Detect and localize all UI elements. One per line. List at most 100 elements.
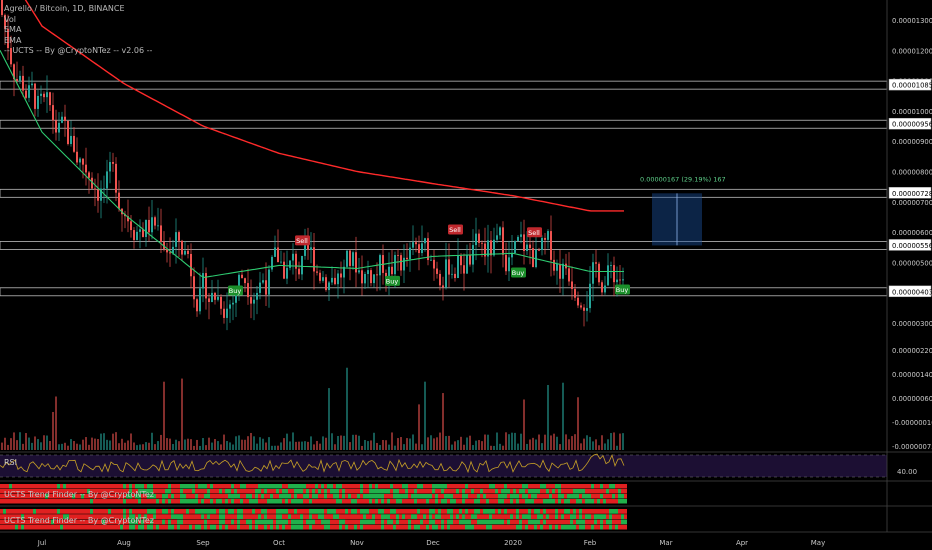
trend-cell: [312, 519, 315, 525]
trend-cell: [255, 524, 258, 530]
trend-cell: [303, 524, 306, 530]
trend-cell: [267, 499, 270, 504]
trend-cell: [246, 509, 249, 514]
level-band[interactable]: [0, 287, 888, 297]
candle-body: [526, 244, 528, 252]
trend-cell: [558, 514, 561, 519]
time-axis[interactable]: Jul Aug Sep Oct Nov Dec 2020 Feb Mar Apr May: [37, 539, 825, 547]
trend-cell: [489, 509, 492, 514]
volume-indicator-label[interactable]: Vol: [4, 14, 16, 24]
volume-bar: [154, 444, 156, 450]
trend-finder-bars-2: [0, 509, 627, 530]
trend-cell: [291, 524, 294, 530]
trend-cell: [228, 499, 231, 504]
trend-cell: [570, 484, 573, 489]
trend-cell: [444, 519, 447, 525]
candle-body: [517, 236, 519, 241]
volume-bar: [223, 434, 225, 450]
trend-cell: [459, 524, 462, 530]
trend-cell: [132, 494, 135, 499]
trend-cell: [420, 484, 423, 489]
candle-body: [295, 253, 297, 269]
trend-cell: [618, 514, 621, 519]
trend-cell: [141, 509, 144, 514]
trend-cell: [381, 489, 384, 494]
trend-cell: [96, 484, 99, 489]
trend-cell: [126, 509, 129, 514]
trend-cell: [531, 514, 534, 519]
trend-cell: [207, 499, 210, 504]
trend-cell: [63, 524, 66, 530]
trend-cell: [93, 519, 96, 525]
trend-cell: [564, 499, 567, 504]
rsi-pane-label[interactable]: RSI: [4, 458, 17, 467]
level-price-box: [888, 117, 932, 130]
candle-body: [241, 274, 243, 279]
trend-cell: [573, 484, 576, 489]
trend-cell: [129, 519, 132, 525]
ema-indicator-label[interactable]: EMA: [4, 25, 22, 34]
trend-cell: [336, 489, 339, 494]
trend-cell: [474, 494, 477, 499]
volume-bar: [439, 432, 441, 450]
volume-bar: [88, 444, 90, 450]
candle-body: [514, 240, 516, 253]
trend-cell: [30, 489, 33, 494]
trend-cell: [546, 509, 549, 514]
candle-body: [361, 270, 363, 284]
level-band[interactable]: [0, 188, 888, 198]
trend-cell: [582, 519, 585, 525]
trend-cell: [153, 524, 156, 530]
trend-cell: [573, 499, 576, 504]
trend-cell: [405, 489, 408, 494]
ucts-indicator-label[interactable]: -- UCTS -- By @CryptoNTez -- v2.06 --: [4, 46, 153, 55]
trend-cell: [0, 484, 3, 489]
trend-cell: [528, 494, 531, 499]
trend-cell: [615, 499, 618, 504]
trend-cell: [6, 484, 9, 489]
trend-cell: [144, 484, 147, 489]
trend-cell: [465, 509, 468, 514]
trend-cell: [375, 514, 378, 519]
trend-cell: [108, 519, 111, 525]
volume-bar: [388, 444, 390, 450]
trend-cell: [213, 489, 216, 494]
price-axis[interactable]: 0.000013000.000012000.000011000.00001000…: [888, 17, 932, 451]
trend-cell: [324, 509, 327, 514]
ema-indicator-label[interactable]: EMA: [4, 35, 22, 45]
trend-cell: [156, 519, 159, 525]
symbol-title[interactable]: Agrello / Bitcoin, 1D, BINANCE: [4, 4, 125, 13]
trend-cell: [267, 514, 270, 519]
trend-cell: [480, 499, 483, 504]
level-band[interactable]: [0, 119, 888, 129]
trend-cell: [366, 509, 369, 514]
trend-cell: [546, 514, 549, 519]
trend-cell: [360, 484, 363, 489]
trend-cell: [549, 484, 552, 489]
trend-cell: [573, 489, 576, 494]
trend-cell: [261, 509, 264, 514]
trend-cell: [441, 514, 444, 519]
trend-cell: [558, 519, 561, 525]
trend-cell: [162, 484, 165, 489]
volume-bar: [433, 438, 435, 450]
trend-cell: [207, 489, 210, 494]
trend-pane-label[interactable]: UCTS Trend Finder -- By @CryptoNTez: [4, 490, 154, 499]
trend-cell: [150, 519, 153, 525]
level-band[interactable]: [0, 241, 888, 250]
trend-cell: [114, 484, 117, 489]
trend-cell: [144, 494, 147, 499]
trend-cell: [477, 499, 480, 504]
trend-pane-label[interactable]: UCTS Trend Finder -- By @CryptoNTez: [4, 516, 154, 525]
trend-cell: [198, 489, 201, 494]
trend-cell: [36, 519, 39, 525]
time-tick-label: Jul: [37, 539, 47, 547]
trend-cell: [186, 489, 189, 494]
trend-cell: [150, 484, 153, 489]
candle-body: [352, 252, 354, 266]
candle-body: [4, 14, 6, 29]
trend-cell: [249, 484, 252, 489]
trend-cell: [453, 509, 456, 514]
trend-cell: [81, 484, 84, 489]
